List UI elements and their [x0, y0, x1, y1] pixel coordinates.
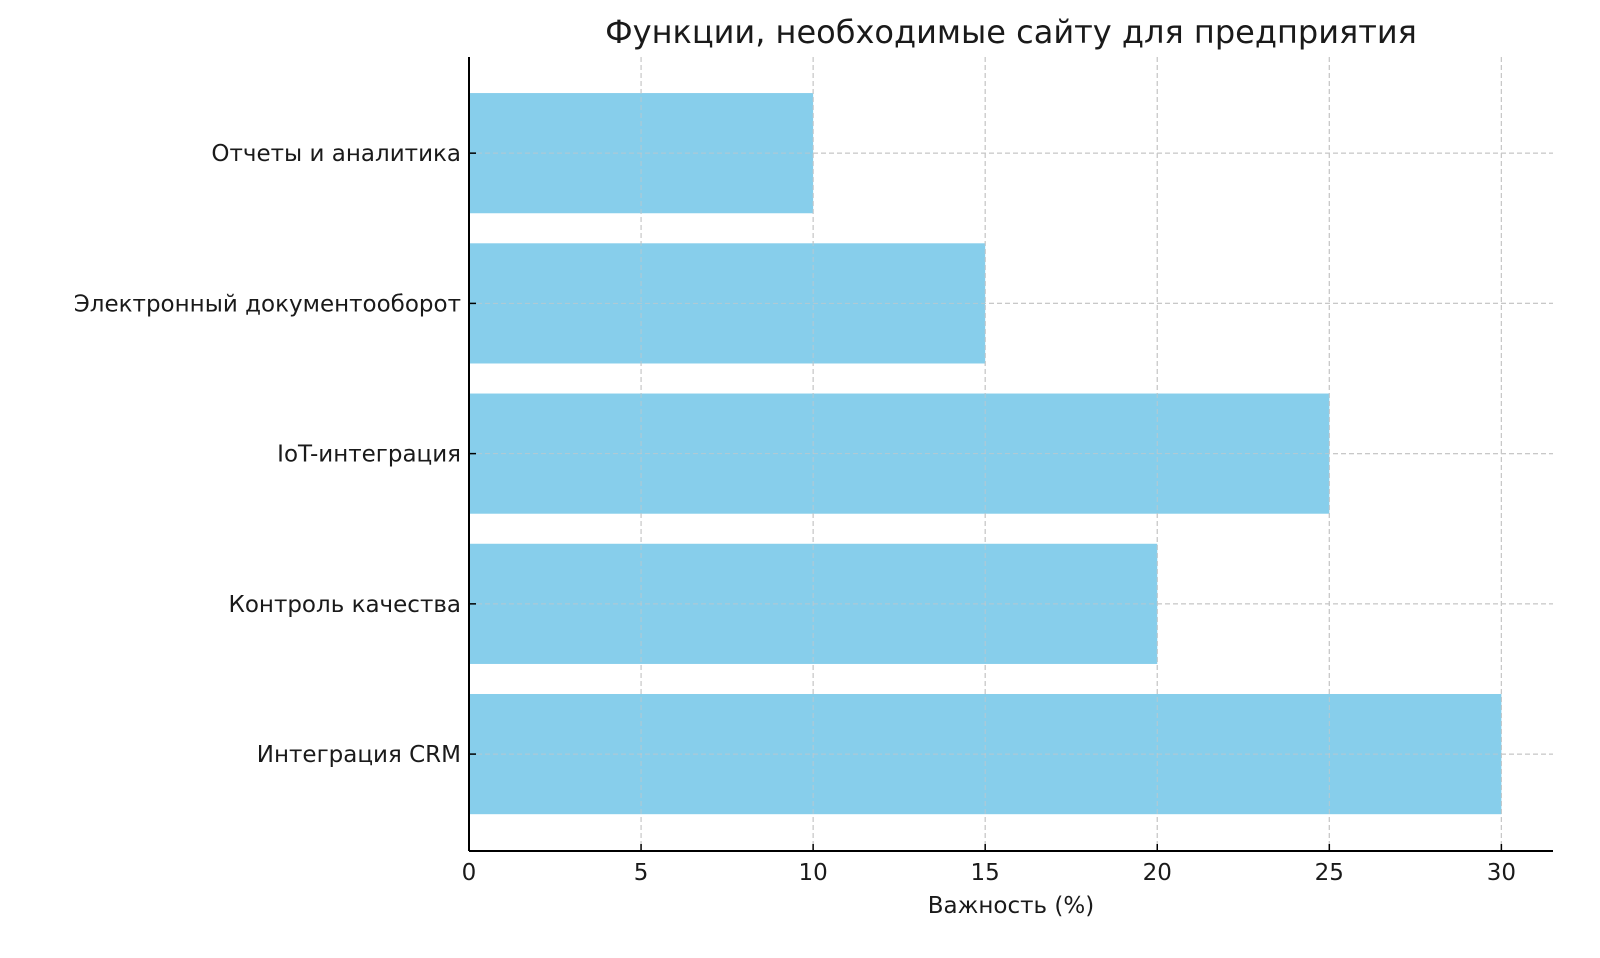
y-axis: Интеграция CRM Контроль качества IoT-интег…	[74, 57, 476, 851]
x-axis-label: Важность (%)	[928, 893, 1094, 919]
x-tick-label: 5	[634, 860, 649, 886]
x-tick-label: 25	[1315, 860, 1344, 886]
x-axis: 0 5 10 15 20 25 30	[462, 844, 1553, 886]
x-tick-label: 15	[971, 860, 1000, 886]
x-tick-label: 30	[1487, 860, 1516, 886]
x-tick-label: 0	[462, 860, 477, 886]
y-tick-label: Контроль качества	[229, 592, 462, 618]
y-tick-label: Интеграция CRM	[257, 742, 461, 768]
y-tick-label: Электронный документооборот	[74, 291, 461, 317]
bars	[469, 57, 1553, 851]
chart-title: Функции, необходимые сайту для предприят…	[605, 13, 1417, 51]
x-tick-label: 20	[1143, 860, 1172, 886]
x-tick-label: 10	[798, 860, 827, 886]
y-tick-label: Отчеты и аналитика	[211, 141, 461, 167]
y-tick-label: IoT-интеграция	[277, 442, 461, 468]
